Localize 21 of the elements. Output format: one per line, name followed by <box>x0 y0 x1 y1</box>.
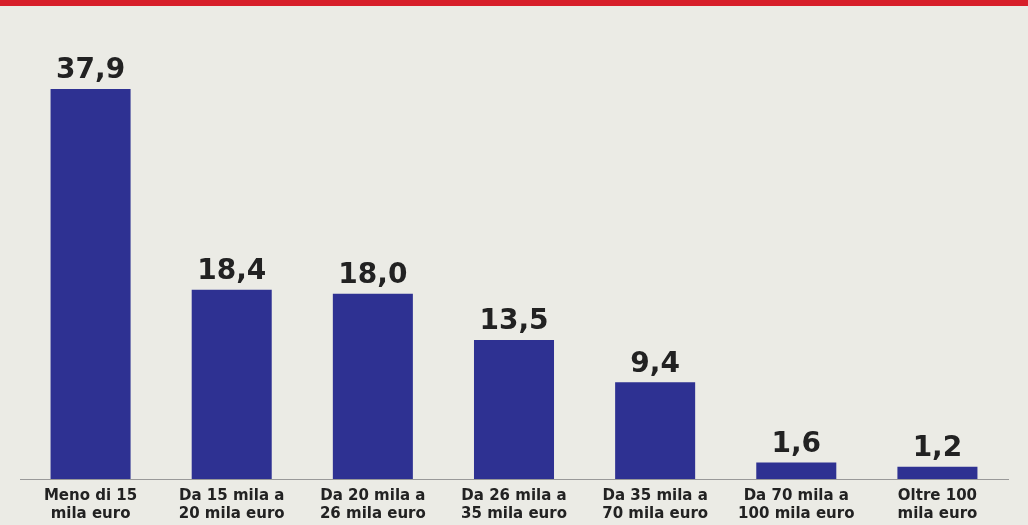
data-label: 9,4 <box>630 345 680 379</box>
data-label: 18,0 <box>338 257 408 291</box>
x-tick-label: Da 26 mila a 35 mila euro <box>461 485 567 522</box>
x-tick-label: Meno di 15 mila euro <box>43 485 138 522</box>
x-tick-label: Da 70 mila a 100 mila euro <box>738 485 855 522</box>
bar <box>897 466 978 479</box>
bar <box>191 289 272 479</box>
bar <box>473 340 555 479</box>
bar <box>50 89 131 479</box>
bar <box>756 462 837 479</box>
data-label: 13,5 <box>479 303 549 337</box>
data-label: 1,6 <box>771 425 822 459</box>
x-tick-label: Da 20 mila a 26 mila euro <box>319 485 426 522</box>
data-label: 1,2 <box>912 429 963 463</box>
x-tick-label: Oltre 100 mila euro <box>897 485 978 522</box>
bar <box>332 293 413 479</box>
data-label: 37,9 <box>56 52 126 86</box>
x-tick-label: Da 15 mila a 20 mila euro <box>178 485 285 522</box>
bar <box>615 382 696 479</box>
x-tick-label: Da 35 mila a 70 mila euro <box>602 485 709 522</box>
data-label: 18,4 <box>197 252 267 286</box>
